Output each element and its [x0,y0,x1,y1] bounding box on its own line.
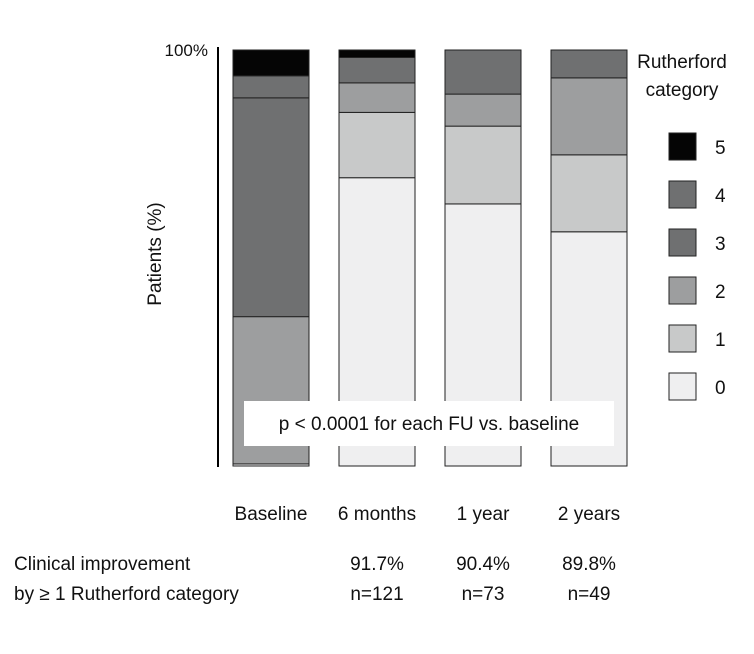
bar-segment [338,56,416,84]
x-tick-labels: Baseline 6 months 1 year 2 years [235,504,621,525]
bar-segment [338,82,416,113]
y-tick-label-top: 100% [165,41,208,60]
bar-segment [232,75,310,99]
legend-swatch [668,132,697,161]
legend-label: 0 [715,378,726,399]
x-tick-label: 6 months [338,504,416,525]
bar-segment [444,93,522,127]
improvement-percentage: 89.8% [562,554,616,575]
bar-segment [232,49,310,77]
legend-swatch [668,276,697,305]
x-tick-label: Baseline [235,504,308,525]
footer-values: 91.7% n=121 90.4% n=73 89.8% n=49 [350,554,616,605]
annotation-text: p < 0.0001 for each FU vs. baseline [279,414,579,435]
patient-count: n=49 [568,584,611,605]
footer-label-line1: Clinical improvement [14,554,191,575]
annotation-box [244,401,614,446]
legend: 5 4 3 2 1 0 [668,132,726,401]
legend-swatch [668,180,697,209]
legend-label: 4 [715,186,726,207]
y-axis-label: Patients (%) [145,202,166,305]
legend-swatch [668,228,697,257]
legend-label: 1 [715,330,726,351]
bar-segment [232,97,310,318]
legend-swatch [668,372,697,401]
bar-segment [444,49,522,95]
legend-title-line1: Rutherford [637,52,727,73]
patient-count: n=121 [350,584,403,605]
x-tick-label: 2 years [558,504,620,525]
bar-segment [550,49,628,79]
bar-segment [550,77,628,156]
footer-label-line2: by ≥ 1 Rutherford category [14,584,239,605]
bar-segment [444,125,522,205]
bar-segment [338,111,416,179]
improvement-percentage: 91.7% [350,554,404,575]
legend-title-line2: category [646,80,719,101]
bar-segment [338,49,416,58]
bar-segment [550,154,628,233]
legend-label: 2 [715,282,726,303]
bars-group [232,49,628,467]
legend-label: 5 [715,138,726,159]
improvement-percentage: 90.4% [456,554,510,575]
x-tick-label: 1 year [457,504,510,525]
legend-swatch [668,324,697,353]
legend-label: 3 [715,234,726,255]
patient-count: n=73 [462,584,505,605]
